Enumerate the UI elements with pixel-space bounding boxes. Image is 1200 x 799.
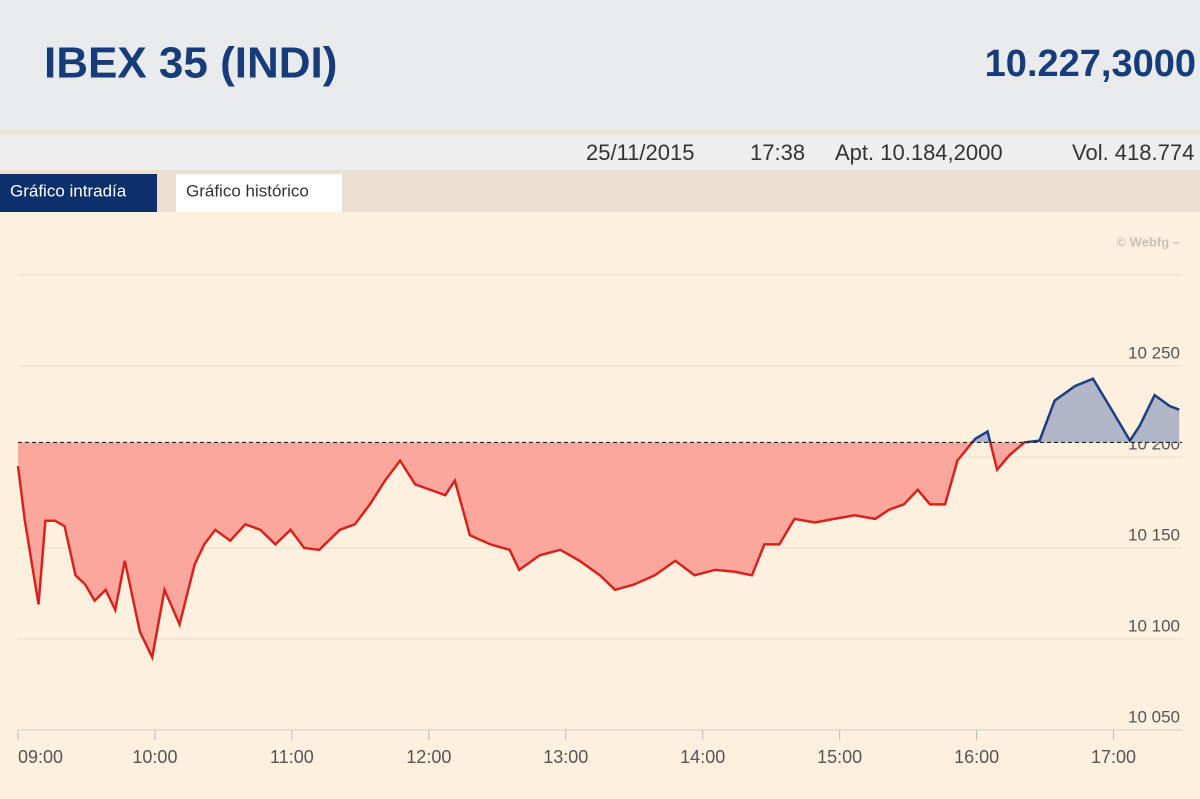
info-time: 17:38 [750, 140, 805, 165]
tab-active[interactable] [0, 174, 157, 212]
x-tick-label: 16:00 [954, 747, 999, 767]
index-price: 10.227,3000 [985, 43, 1196, 85]
y-tick-label: 10 150 [1128, 525, 1180, 544]
price-area [18, 442, 1025, 658]
tab-inactive[interactable] [176, 174, 342, 212]
info-date: 25/11/2015 [586, 140, 694, 165]
price-area [18, 378, 1180, 443]
x-tick-label: 09:00 [18, 747, 63, 767]
info-volume: Vol. 418.774 [1072, 140, 1194, 165]
header-bg [0, 0, 1200, 130]
x-tick-label: 17:00 [1091, 747, 1136, 767]
price-line [16, 442, 1131, 662]
x-tick-label: 14:00 [680, 747, 725, 767]
price-line [970, 377, 1180, 443]
tab-label[interactable]: Gráfico histórico [186, 181, 309, 200]
x-tick-label: 15:00 [817, 747, 862, 767]
x-tick-label: 12:00 [406, 747, 451, 767]
x-tick-label: 10:00 [132, 747, 177, 767]
watermark: © Webfg – [1116, 234, 1180, 249]
info-bar [0, 135, 1200, 170]
info-open: Apt. 10.184,2000 [835, 140, 1003, 165]
tab-label[interactable]: Gráfico intradía [10, 181, 127, 200]
y-tick-label: 10 050 [1128, 707, 1180, 726]
x-tick-label: 11:00 [270, 747, 314, 767]
y-tick-label: 10 100 [1128, 616, 1180, 635]
header-border [0, 130, 1200, 135]
index-title: IBEX 35 (INDI) [44, 39, 337, 88]
y-tick-label: 10 250 [1128, 343, 1180, 362]
x-tick-label: 13:00 [543, 747, 588, 767]
